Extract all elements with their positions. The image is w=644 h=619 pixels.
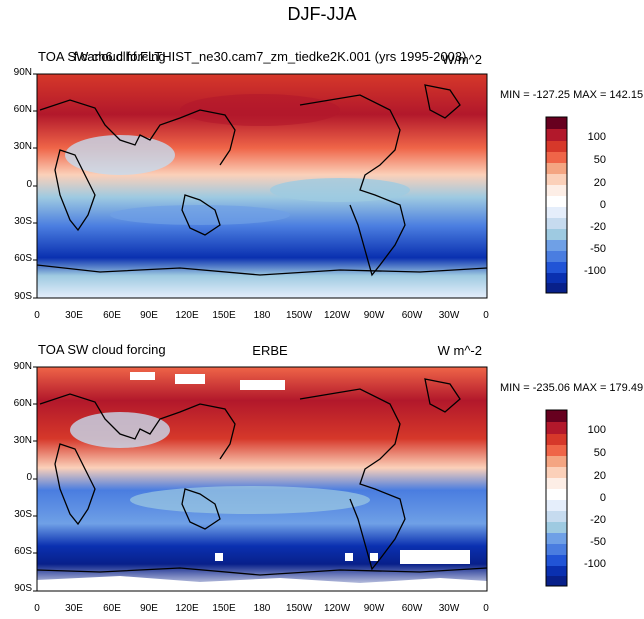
map-panel-2 [36, 366, 488, 592]
map-missing-data [345, 553, 353, 561]
panel2-units: W m^-2 [437, 343, 482, 358]
lon-label: 60E [103, 603, 121, 614]
colorbar-label: -20 [590, 221, 606, 233]
colorbar-2 [545, 409, 568, 587]
map-missing-data [37, 576, 487, 591]
colorbar-label: 100 [587, 131, 606, 143]
lon-label: 120E [175, 310, 199, 321]
colorbar-label: 20 [593, 177, 606, 189]
colorbar-label: 50 [593, 154, 606, 166]
lon-label: 90E [140, 310, 158, 321]
lon-label: 0 [483, 603, 489, 614]
colorbar-label: -50 [590, 536, 606, 548]
map-missing-data [370, 553, 378, 561]
lon-label: 0 [483, 310, 489, 321]
map-missing-data [400, 550, 470, 564]
coastlines [36, 84, 488, 277]
lat-label: 90N [13, 67, 32, 78]
lon-label: 90W [363, 603, 385, 614]
colorbar-1 [545, 116, 568, 294]
lat-label: 30N [13, 141, 32, 152]
axis-ticks [33, 73, 37, 592]
map-anomaly [110, 205, 290, 225]
lat-label: 30S [14, 509, 32, 520]
colorbar-label: -100 [583, 558, 606, 570]
lon-label: 180 [253, 603, 271, 614]
map-missing-data [240, 380, 285, 390]
lon-label: 30E [65, 603, 83, 614]
lon-label: 90W [363, 310, 385, 321]
figure-title: DJF-JJA [287, 4, 357, 24]
colorbar-label: 50 [593, 447, 606, 459]
panel1-case-name: f.cam6.clhf.FLTHIST_ne30.cam7_zm_tiedke2… [73, 49, 467, 64]
panel1-minmax: MIN = -127.25 MAX = 142.15 [500, 89, 644, 101]
lon-label: 150W [285, 310, 313, 321]
lon-label: 60E [103, 310, 121, 321]
map-anomaly [270, 178, 410, 202]
lon-label: 120E [175, 603, 199, 614]
panel1-left-title: TOA SW cloud forcing [38, 49, 166, 64]
map-anomaly [70, 412, 170, 448]
panel1-units: W/m^2 [441, 52, 482, 67]
map-anomaly [180, 94, 340, 126]
lon-label: 0 [34, 310, 40, 321]
lon-label: 180 [253, 310, 271, 321]
lat-label: 30N [13, 435, 32, 446]
lon-label: 60W [401, 603, 423, 614]
lon-label: 30E [65, 310, 83, 321]
lat-label: 30S [14, 216, 32, 227]
lon-label: 60W [401, 310, 423, 321]
panel2-case-name: ERBE [252, 343, 288, 358]
map-missing-data [215, 553, 223, 561]
lat-label: 0 [26, 179, 32, 190]
panel2-left-title: TOA SW cloud forcing [38, 342, 166, 357]
colorbar-label: 100 [587, 424, 606, 436]
colorbar-label: -100 [583, 265, 606, 277]
map-missing-data [130, 372, 155, 380]
map-anomaly [130, 486, 370, 514]
lat-label: 90N [13, 361, 32, 372]
lon-label: 0 [34, 603, 40, 614]
lat-label: 60S [14, 253, 32, 264]
lon-label: 120W [323, 603, 351, 614]
map-panel-1 [36, 73, 488, 299]
lat-label: 60N [13, 398, 32, 409]
lon-label: 120W [323, 310, 351, 321]
lon-label: 90E [140, 603, 158, 614]
map-anomaly [65, 135, 175, 175]
colorbar-label: -20 [590, 514, 606, 526]
lat-label: 0 [26, 472, 32, 483]
colorbar-label: 20 [593, 470, 606, 482]
lon-label: 150E [212, 603, 236, 614]
lon-label: 30W [438, 603, 460, 614]
lon-label: 30W [438, 310, 460, 321]
lon-label: 150E [212, 310, 236, 321]
lat-label: 60N [13, 104, 32, 115]
colorbar-label: 0 [599, 199, 606, 211]
lat-label: 60S [14, 546, 32, 557]
colorbar-label: 0 [599, 492, 606, 504]
map-missing-data [175, 374, 205, 384]
lon-label: 150W [285, 603, 313, 614]
lat-label: 90S [14, 291, 32, 302]
panel2-minmax: MIN = -235.06 MAX = 179.49 [500, 382, 644, 394]
lat-label: 90S [14, 583, 32, 594]
coastlines [36, 378, 488, 576]
colorbar-label: -50 [590, 243, 606, 255]
